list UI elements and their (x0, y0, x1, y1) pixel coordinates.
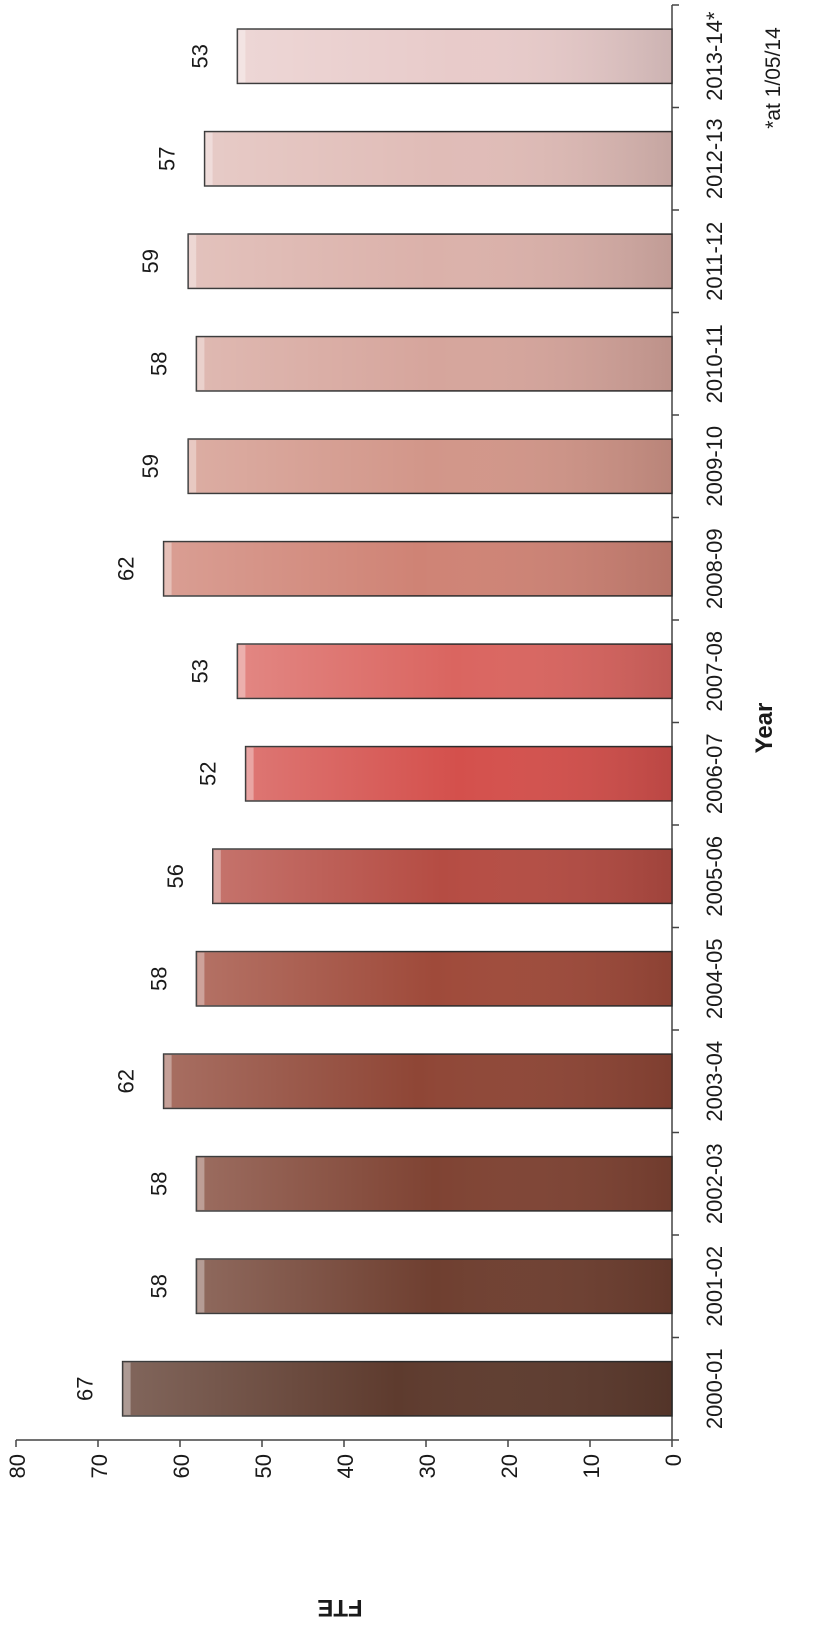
data-label: 53 (187, 659, 212, 683)
data-label: 59 (138, 249, 163, 273)
x-tick-label: 70 (87, 1454, 112, 1478)
bar-cap-2001-02 (197, 1260, 205, 1313)
bar-cap-2004-05 (197, 952, 205, 1005)
y-axis-title: Year (751, 703, 778, 754)
data-label: 58 (146, 1274, 171, 1298)
x-tick-label: 20 (497, 1454, 522, 1478)
data-label: 53 (187, 44, 212, 68)
bar-cap-2010-11 (197, 337, 205, 390)
category-label: 2003-04 (702, 1041, 727, 1122)
bar-shade-2007-08 (237, 644, 672, 699)
category-label: 2012-13 (702, 118, 727, 199)
bar-shade-2000-01 (122, 1361, 673, 1416)
bar-cap-2012-13 (205, 132, 213, 185)
bar-shade-2006-07 (245, 746, 672, 801)
bar-shade-2012-13 (204, 131, 672, 186)
data-label: 56 (163, 864, 188, 888)
x-tick-label: 50 (251, 1454, 276, 1478)
x-tick-label: 10 (579, 1454, 604, 1478)
bar-shade-2011-12 (188, 234, 672, 289)
bar-shade-2003-04 (163, 1054, 672, 1109)
bar-cap-2005-06 (213, 850, 221, 903)
data-label: 57 (155, 147, 180, 171)
bar-cap-2002-03 (197, 1157, 205, 1210)
bar-cap-2006-07 (246, 747, 254, 800)
data-label: 62 (114, 557, 139, 581)
bar-cap-2013-14* (238, 30, 246, 83)
bar-cap-2003-04 (164, 1055, 172, 1108)
label-layer: 0 10 20 30 40 50 60 70 80 2000-01 67 2001-02 58 2002-… (5, 11, 727, 1478)
category-label: 2013-14* (702, 11, 727, 101)
x-tick-label: 40 (333, 1454, 358, 1478)
category-label: 2009-10 (702, 426, 727, 507)
bar-cap-2011-12 (189, 235, 197, 288)
bar-shade-2009-10 (188, 439, 672, 494)
bar-shade-2002-03 (196, 1156, 672, 1211)
bar-shade-2005-06 (212, 849, 673, 904)
bar-cap-2008-09 (164, 542, 172, 595)
category-label: 2006-07 (702, 733, 727, 814)
data-label: 52 (196, 762, 221, 786)
category-label: 2005-06 (702, 836, 727, 917)
bar-shade-2001-02 (196, 1259, 672, 1314)
category-label: 2000-01 (702, 1348, 727, 1429)
x-axis-title: FTE (317, 1594, 362, 1621)
x-tick-label: 30 (415, 1454, 440, 1478)
data-label: 62 (114, 1069, 139, 1093)
category-label: 2004-05 (702, 938, 727, 1019)
category-label: 2007-08 (702, 631, 727, 712)
data-label: 58 (146, 352, 171, 376)
bar-cap-2007-08 (238, 645, 246, 698)
category-label: 2008-09 (702, 528, 727, 609)
axis-layer (15, 4, 679, 1447)
category-label: 2011-12 (702, 222, 727, 301)
data-label: 59 (138, 454, 163, 478)
category-label: 2002-03 (702, 1143, 727, 1224)
bar-layer (121, 28, 673, 1417)
bar-shade-2013-14* (237, 29, 672, 84)
data-label: 67 (73, 1377, 98, 1401)
x-tick-label: 60 (169, 1454, 194, 1478)
category-label: 2001-02 (702, 1246, 727, 1327)
bar-shade-2010-11 (196, 336, 672, 391)
bar-cap-2009-10 (189, 440, 197, 493)
bar-shade-2004-05 (196, 951, 672, 1006)
data-label: 58 (146, 1172, 171, 1196)
x-tick-label: 80 (5, 1454, 30, 1478)
bar-cap-2000-01 (123, 1362, 131, 1415)
data-label: 58 (146, 967, 171, 991)
x-tick-label: 0 (661, 1454, 686, 1466)
category-label: 2010-11 (702, 324, 727, 403)
bar-shade-2008-09 (163, 541, 672, 596)
footnote: *at 1/05/14 (762, 27, 785, 129)
